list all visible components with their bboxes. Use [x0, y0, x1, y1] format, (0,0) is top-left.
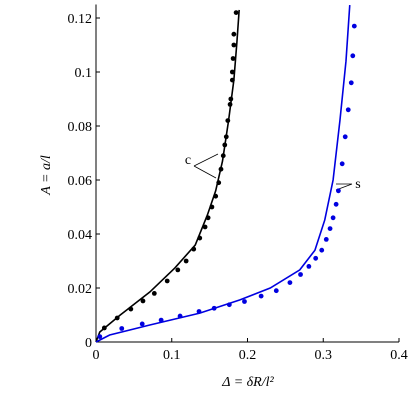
x-tick-label: 0.2: [239, 348, 257, 363]
data-point: [231, 42, 237, 48]
curve: [95, 4, 351, 343]
data-point: [327, 226, 333, 232]
data-point: [273, 288, 279, 294]
y-tick-label: 0.08: [68, 120, 93, 135]
data-point: [339, 161, 345, 167]
data-point: [342, 134, 348, 140]
y-tick-label: 0.02: [68, 282, 93, 297]
data-point: [175, 267, 181, 273]
data-point: [323, 237, 329, 242]
data-point: [345, 107, 351, 113]
x-axis-label: Δ = δR/l²: [221, 375, 274, 390]
data-point: [139, 321, 145, 327]
data-point: [231, 31, 237, 37]
y-axis-label: A = a/l: [39, 155, 54, 196]
data-point: [242, 299, 247, 304]
y-tick-label: 0.1: [75, 66, 93, 81]
data-point: [319, 247, 325, 253]
y-tick-label: 0.04: [68, 228, 93, 243]
data-point: [298, 272, 303, 277]
data-point: [230, 56, 236, 61]
data-point: [151, 291, 157, 296]
data-point: [348, 80, 354, 86]
y-tick-label: 0.12: [68, 12, 93, 27]
annotation: s: [355, 177, 360, 192]
data-point: [183, 258, 189, 264]
annotation: c: [185, 153, 191, 168]
data-point: [287, 280, 293, 285]
y-tick-label: 0.06: [68, 174, 93, 189]
annotation-leader: [193, 153, 219, 179]
data-point: [350, 53, 356, 59]
data-point: [333, 201, 339, 207]
data-point: [229, 69, 235, 75]
data-point: [351, 23, 357, 29]
data-point: [336, 188, 341, 194]
data-point: [233, 10, 239, 16]
data-point: [306, 264, 312, 269]
x-tick-label: 0: [93, 348, 100, 363]
data-point: [97, 334, 103, 339]
data-point: [313, 255, 319, 261]
x-tick-label: 0.1: [163, 348, 181, 363]
x-tick-label: 0.4: [390, 348, 408, 363]
data-point: [164, 278, 170, 284]
data-point: [258, 293, 264, 299]
data-point: [330, 215, 336, 221]
x-tick-label: 0.3: [315, 348, 333, 363]
curve: [95, 9, 240, 343]
y-tick-label: 0: [85, 336, 92, 351]
data-point: [140, 298, 146, 304]
data-point: [119, 326, 125, 331]
